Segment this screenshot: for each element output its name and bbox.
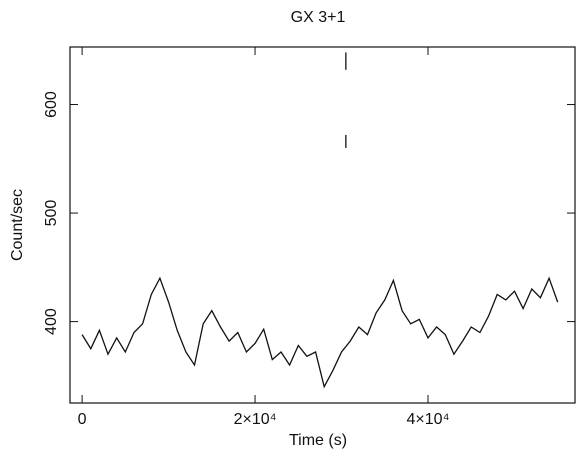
x-tick-label: 4×10⁴	[407, 411, 450, 428]
y-axis-label: Count/sec	[9, 189, 26, 261]
x-tick-label: 0	[78, 411, 87, 428]
plot-frame	[69, 46, 576, 404]
y-tick-label: 500	[43, 200, 60, 227]
chart-title: GX 3+1	[291, 9, 346, 26]
light-curve	[81, 276, 559, 389]
x-tick-label: 2×10⁴	[234, 411, 277, 428]
y-tick-label: 400	[43, 308, 60, 335]
x-axis-label: Time (s)	[289, 432, 347, 449]
y-tick-label: 600	[43, 91, 60, 118]
